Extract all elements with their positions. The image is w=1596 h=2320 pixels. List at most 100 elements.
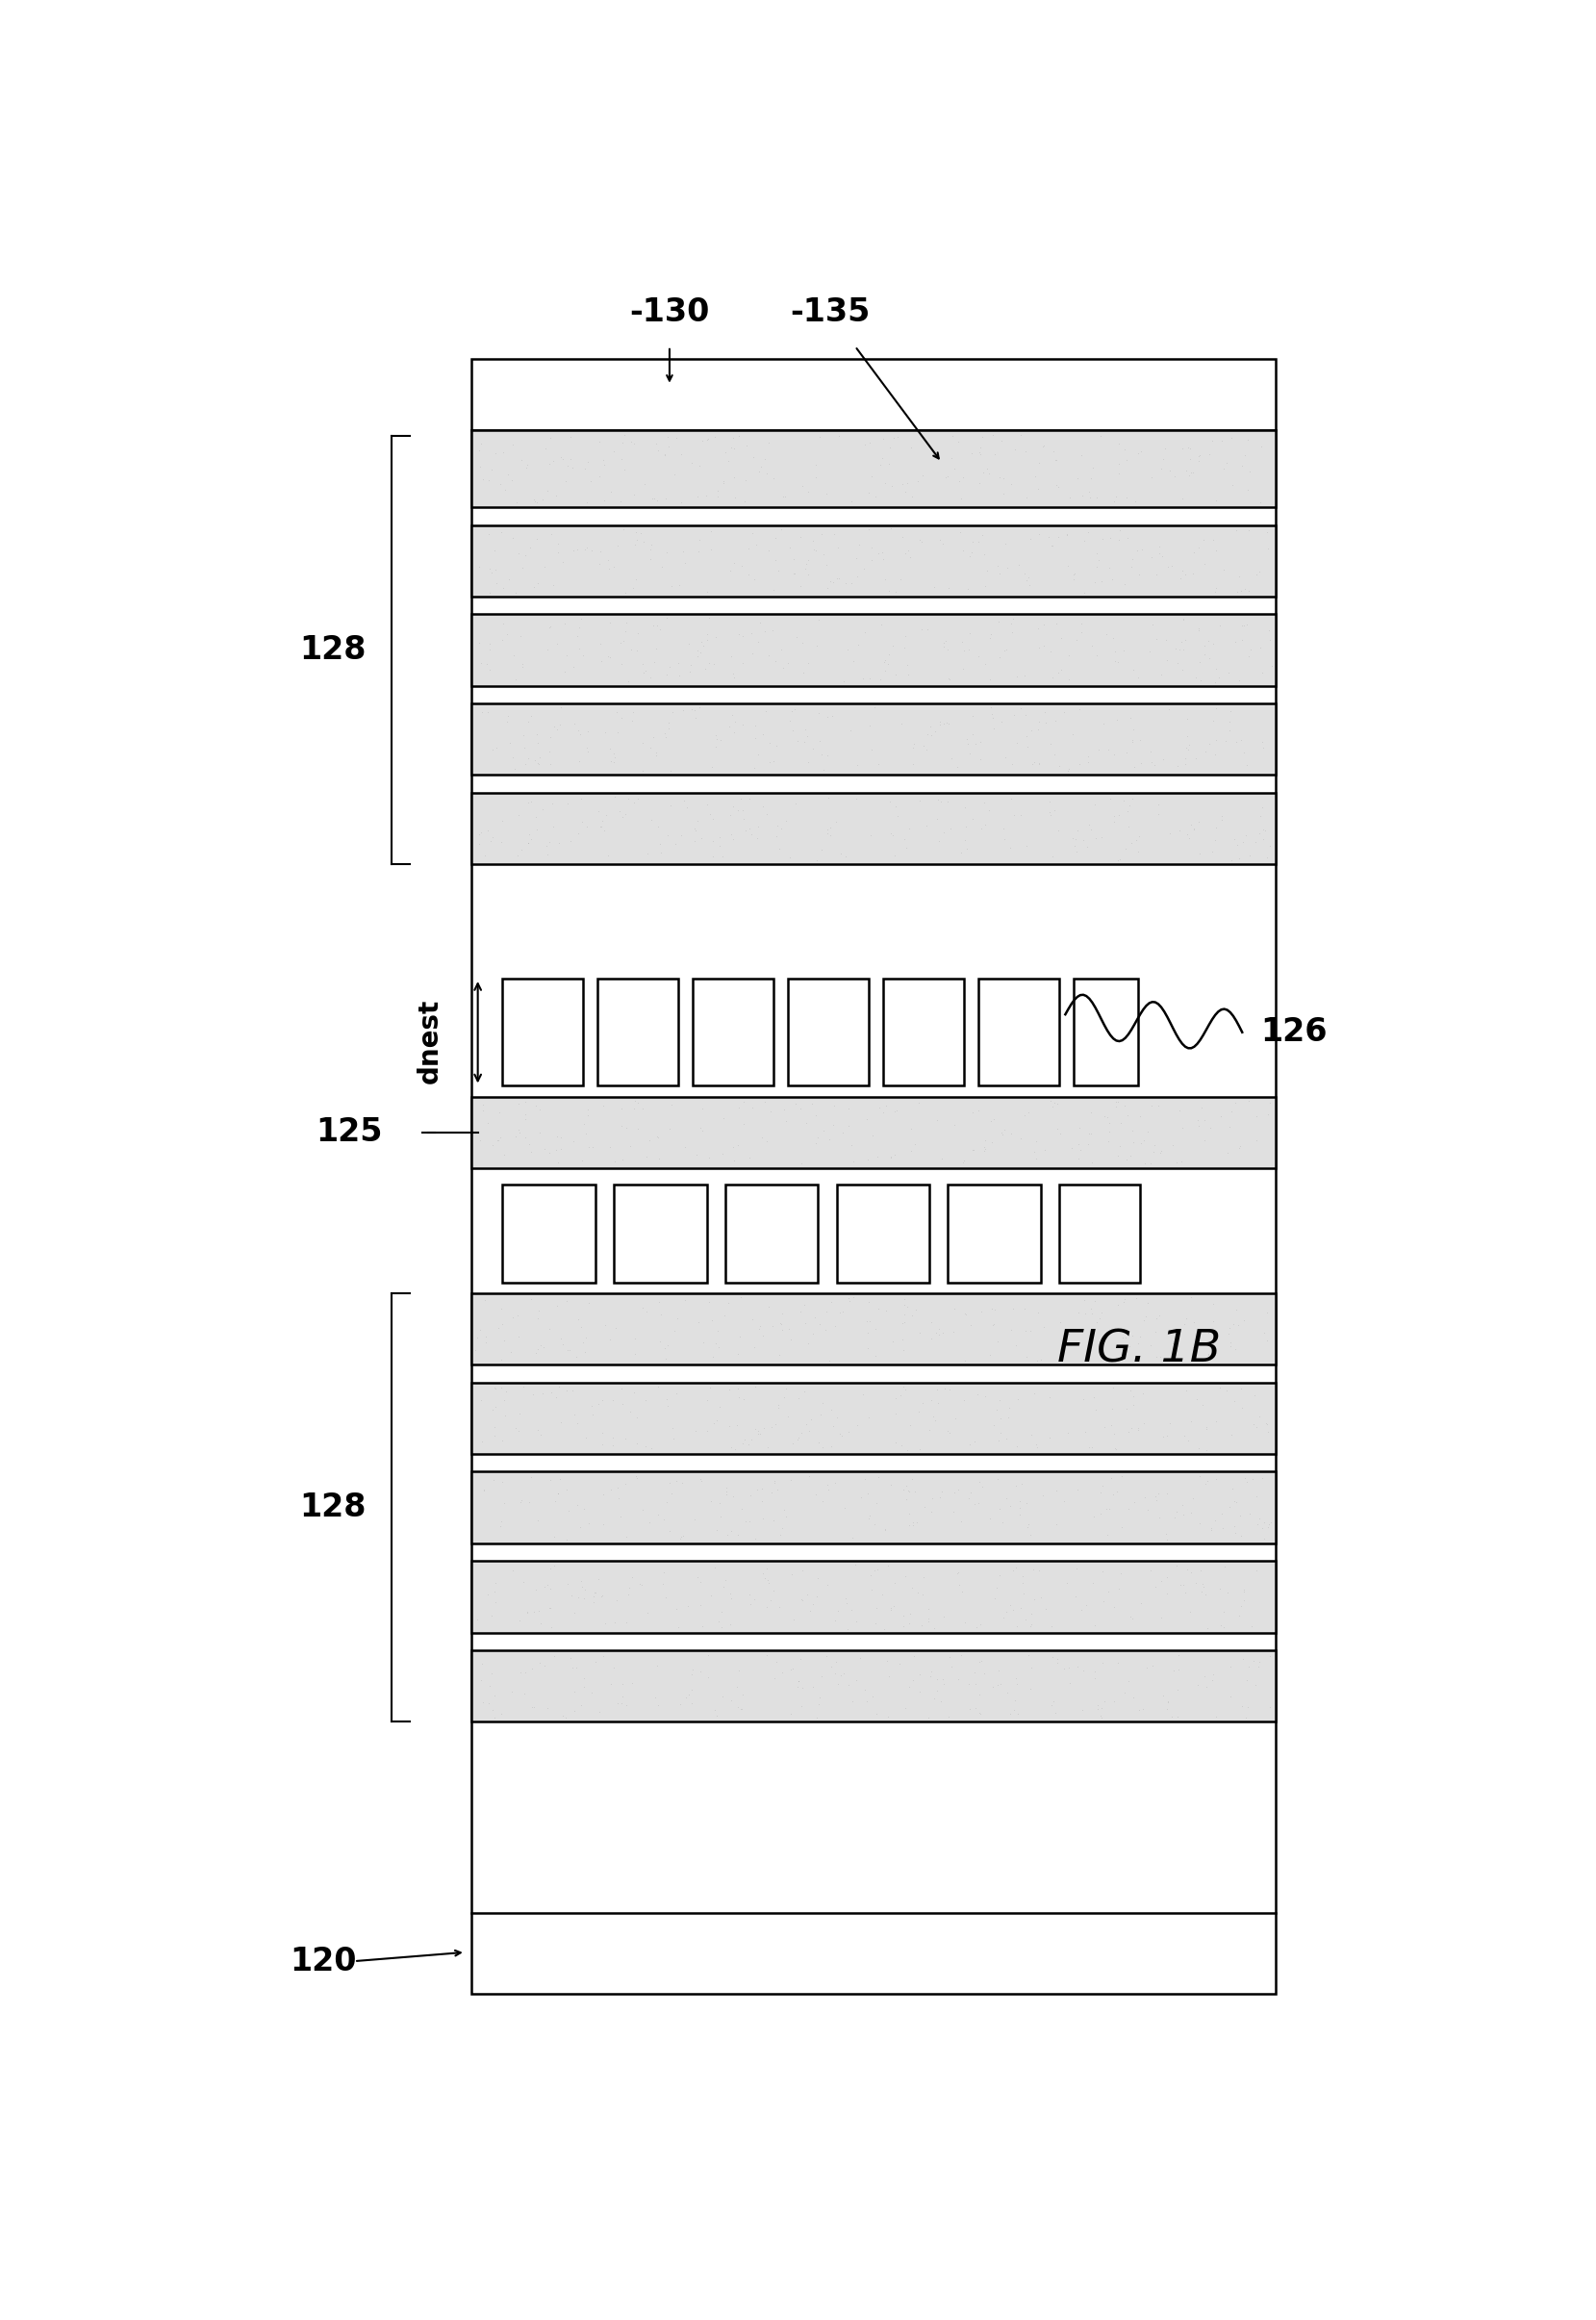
Point xyxy=(977,1501,1002,1538)
Point xyxy=(871,541,897,578)
Point xyxy=(820,1406,846,1443)
Point xyxy=(1189,1552,1215,1589)
Point xyxy=(613,1687,638,1724)
Point xyxy=(1066,1295,1092,1332)
Point xyxy=(1031,427,1057,464)
Point xyxy=(536,1589,562,1626)
Point xyxy=(986,638,1012,675)
Point xyxy=(1077,473,1103,510)
Point xyxy=(501,636,527,673)
Point xyxy=(886,798,911,835)
Point xyxy=(661,1420,686,1457)
Point xyxy=(598,742,624,780)
Point xyxy=(632,1427,658,1464)
Point xyxy=(1004,724,1029,761)
Point xyxy=(953,807,978,844)
Point xyxy=(757,742,782,780)
Point xyxy=(875,1547,900,1585)
Point xyxy=(696,1283,721,1320)
Point xyxy=(1154,1418,1179,1455)
Point xyxy=(852,612,878,650)
Point xyxy=(603,1308,629,1346)
Point xyxy=(852,1459,878,1496)
Point xyxy=(1055,661,1080,698)
Point xyxy=(1258,828,1283,865)
Point xyxy=(717,1371,742,1408)
Point xyxy=(484,1387,509,1424)
Point xyxy=(1184,1380,1210,1418)
Point xyxy=(699,513,725,550)
Point xyxy=(643,631,669,668)
Point xyxy=(1216,654,1242,691)
Point xyxy=(1088,1295,1114,1332)
Point xyxy=(531,1647,557,1684)
Point xyxy=(1044,441,1069,478)
Point xyxy=(1170,1566,1195,1603)
Point xyxy=(867,661,892,698)
Point xyxy=(910,1559,935,1596)
Point xyxy=(835,631,860,668)
Point xyxy=(544,1378,570,1415)
Point xyxy=(591,1638,616,1675)
Point xyxy=(509,1482,535,1520)
Point xyxy=(1191,1566,1216,1603)
Point xyxy=(895,531,921,568)
Point xyxy=(1176,819,1202,856)
Point xyxy=(962,1654,988,1691)
Point xyxy=(881,1137,907,1174)
Point xyxy=(587,545,613,582)
Point xyxy=(557,1332,583,1369)
Point xyxy=(1013,1339,1039,1376)
Point xyxy=(793,550,819,587)
Point xyxy=(589,643,614,680)
Point xyxy=(1127,1318,1152,1355)
Point xyxy=(482,1573,508,1610)
Point xyxy=(895,464,921,501)
Point xyxy=(752,612,777,650)
Point xyxy=(1146,1476,1171,1513)
Point xyxy=(819,1392,844,1429)
Point xyxy=(1173,557,1199,594)
Point xyxy=(605,1469,630,1506)
Point xyxy=(1148,1134,1173,1172)
Point xyxy=(1112,1281,1138,1318)
Point xyxy=(1037,633,1063,670)
Point xyxy=(962,1666,988,1703)
Point xyxy=(958,1427,983,1464)
Point xyxy=(1251,1520,1277,1557)
Point xyxy=(814,1566,839,1603)
Point xyxy=(990,459,1015,496)
Point xyxy=(613,573,638,610)
Point xyxy=(517,529,543,566)
Point xyxy=(902,1638,927,1675)
Point xyxy=(546,1369,571,1406)
Point xyxy=(492,1137,517,1174)
Point xyxy=(1231,733,1256,770)
Point xyxy=(511,1564,536,1601)
Point xyxy=(525,1501,551,1538)
Point xyxy=(916,1603,942,1640)
Point xyxy=(621,694,646,731)
Point xyxy=(729,1424,755,1462)
Point xyxy=(538,745,563,782)
Point xyxy=(891,1471,916,1508)
Point xyxy=(1148,536,1173,573)
Point xyxy=(825,529,851,566)
Point xyxy=(630,1090,656,1128)
Point xyxy=(828,835,854,872)
Point xyxy=(1154,1522,1179,1559)
Point xyxy=(907,522,932,559)
Point xyxy=(986,1489,1012,1527)
Point xyxy=(694,573,720,610)
Point xyxy=(916,1601,942,1638)
Point xyxy=(985,1666,1010,1703)
Point xyxy=(610,510,635,548)
Point xyxy=(1076,738,1101,775)
Point xyxy=(575,443,600,480)
Point xyxy=(1073,573,1098,610)
Point xyxy=(560,448,586,485)
Point xyxy=(1170,631,1195,668)
Point xyxy=(506,1394,531,1431)
Point xyxy=(686,534,712,571)
Point xyxy=(1119,724,1144,761)
